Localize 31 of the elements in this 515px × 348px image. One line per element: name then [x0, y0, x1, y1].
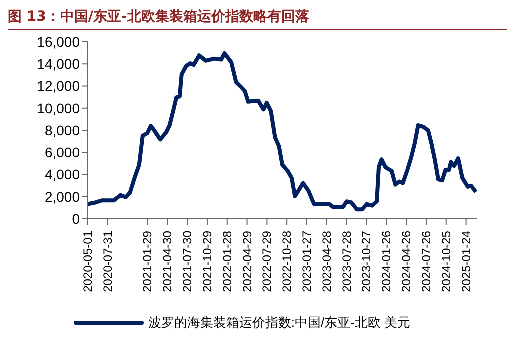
x-tick-label: 2021-07-30 [180, 230, 195, 292]
y-tick-label: 12,000 [37, 78, 80, 94]
x-tick-label: 2022-04-29 [240, 230, 254, 292]
line-series [88, 52, 477, 212]
x-tick-label: 2022-10-28 [280, 230, 294, 292]
x-tick-label: 2023-07-28 [340, 230, 354, 292]
x-tick-label: 2023-10-27 [360, 230, 374, 292]
x-tick-label: 2021-01-29 [140, 230, 155, 292]
x-tick-label: 2024-01-26 [380, 230, 394, 292]
x-tick-label: 2020-07-31 [100, 230, 115, 292]
x-tick-label: 2024-04-26 [400, 230, 414, 292]
y-tick-label: 16,000 [37, 34, 80, 50]
y-tick-label: 6,000 [44, 144, 80, 161]
x-tick-label: 2023-04-28 [320, 230, 334, 292]
x-tick-label: 2024-10-25 [439, 230, 454, 292]
y-tick-label: 10,000 [37, 100, 80, 116]
x-tick-label: 2022-07-29 [260, 230, 274, 292]
x-tick-label: 2023-01-27 [300, 230, 314, 292]
x-tick-label: 2020-05-01 [81, 230, 95, 292]
y-tick-label: 4,000 [44, 166, 80, 183]
chart-title: 图 13：中国/东亚-北欧集装箱运价指数略有回落 [8, 8, 507, 30]
text: 波罗的海集装箱运价指数:中国/东亚-北欧 美元 [148, 314, 411, 332]
y-tick-label: 2,000 [44, 188, 80, 205]
x-tick-label: 2021-10-29 [200, 230, 214, 292]
x-tick-label: 2025-01-24 [459, 230, 474, 292]
x-tick-label: 2022-01-28 [220, 230, 234, 292]
y-tick-label: 8,000 [44, 122, 80, 138]
y-tick-label: 14,000 [37, 56, 80, 72]
y-tick-label: 0 [72, 210, 80, 227]
x-tick-label: 2024-07-26 [419, 230, 434, 292]
x-tick-label: 2021-04-30 [160, 230, 175, 292]
